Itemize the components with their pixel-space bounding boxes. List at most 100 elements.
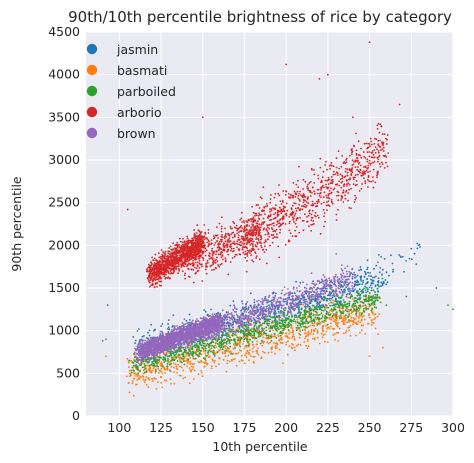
data-point [303,205,305,208]
data-point [175,243,178,246]
data-point [137,374,140,376]
data-point [152,265,155,267]
data-point [159,265,162,268]
data-point [372,156,374,159]
data-point [203,246,206,249]
data-point [282,298,285,301]
data-point [360,312,363,315]
data-point [330,308,333,311]
data-point [331,296,334,299]
data-point [248,340,250,343]
data-point [186,235,189,238]
data-point [190,365,193,368]
data-point [148,369,151,372]
data-point [242,251,245,254]
data-point [142,369,145,372]
data-point [150,264,152,267]
data-point [189,240,192,242]
data-point [342,201,345,203]
data-point [186,251,189,253]
data-point [208,257,211,260]
data-point [132,362,135,364]
data-point [356,290,358,292]
data-point [149,271,152,273]
data-point [278,328,280,331]
data-point [341,269,344,272]
data-point [363,177,365,180]
data-point [247,306,250,309]
data-point [360,147,362,150]
data-point [346,321,348,324]
data-point [232,247,235,250]
data-point [322,309,324,312]
data-point [187,361,189,364]
data-point [371,312,374,315]
data-point [266,203,268,205]
data-point [354,302,357,305]
data-point [147,279,150,281]
data-point [352,290,355,293]
data-point [170,359,173,362]
data-point [160,272,163,275]
data-point [296,318,299,321]
data-point [197,236,200,238]
data-point [343,317,345,320]
data-point [180,266,183,268]
data-point [296,190,299,193]
data-point [189,357,192,359]
data-point [262,329,265,331]
data-point [218,266,221,268]
data-point [215,253,217,256]
data-point [148,268,151,271]
data-point [291,337,293,339]
data-point [152,364,154,367]
data-point [403,270,405,273]
data-point [258,330,261,333]
data-point [377,290,379,292]
data-point [366,278,368,281]
data-point [306,340,309,343]
data-point [172,248,175,251]
data-point [187,354,190,357]
data-point [129,372,131,375]
data-point [236,254,238,256]
data-point [341,320,343,323]
data-point [256,340,258,343]
data-point [134,375,136,377]
data-point [279,334,282,337]
data-point [366,266,369,269]
data-point [159,267,161,270]
data-point [194,261,197,264]
data-point [175,356,178,359]
data-point [237,352,240,354]
data-point [278,184,280,186]
data-point [294,229,297,232]
data-point [226,243,229,246]
data-point [373,156,376,159]
data-point [316,304,319,306]
data-point [131,361,134,364]
data-point [292,333,295,336]
data-point [295,226,298,228]
data-point [283,210,286,213]
data-point [310,216,313,219]
data-point [141,366,144,369]
data-point [248,320,251,322]
data-point [291,329,294,332]
data-point [191,353,193,356]
data-point [344,301,347,303]
data-point [191,262,194,265]
data-point [330,162,333,164]
data-point [221,238,223,241]
data-point [215,365,217,368]
data-point [227,329,230,332]
data-point [226,327,229,330]
data-point [299,217,302,219]
data-point [297,197,300,200]
data-point [319,321,322,324]
data-point [359,266,362,268]
data-point [197,345,200,348]
data-point [205,249,208,252]
data-point [269,341,272,344]
data-point [233,343,235,346]
